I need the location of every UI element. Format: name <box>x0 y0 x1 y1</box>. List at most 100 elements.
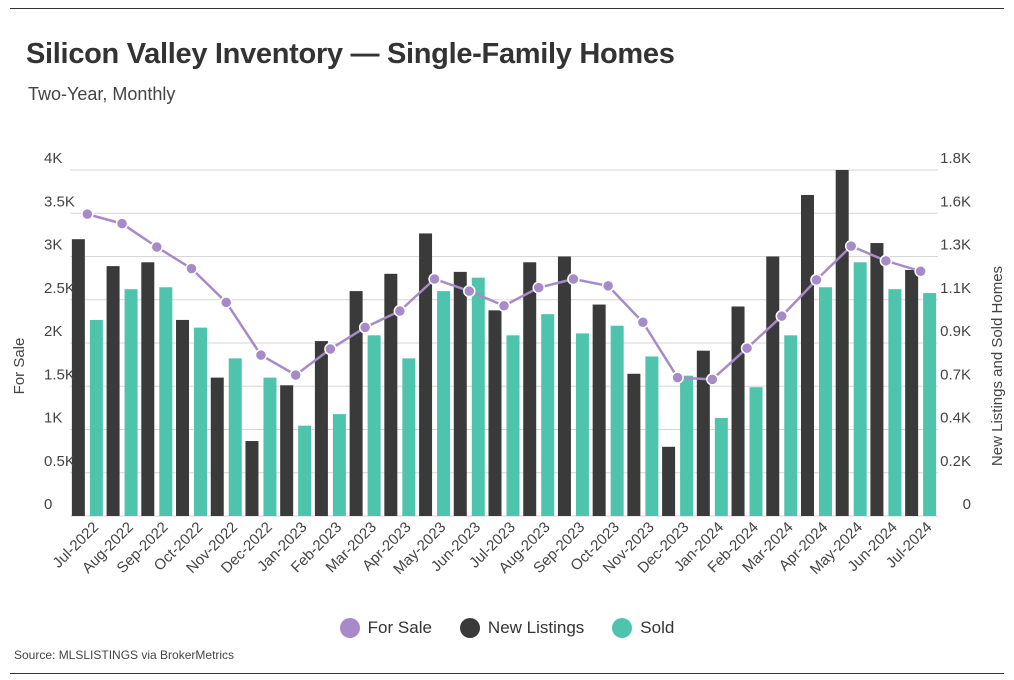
legend-label-sold: Sold <box>640 618 675 637</box>
bar-sold <box>853 262 867 516</box>
point-for-sale <box>150 240 164 254</box>
y-tick-label: 0.5K <box>44 453 75 470</box>
point-for-sale <box>324 342 337 356</box>
bar-new-listings <box>349 291 363 516</box>
bar-new-listings <box>870 243 884 517</box>
point-for-sale <box>81 207 94 221</box>
point-for-sale <box>532 281 545 294</box>
bar-new-listings <box>696 350 710 516</box>
bar-new-listings <box>419 233 433 516</box>
point-for-sale <box>740 341 754 355</box>
bar-new-listings <box>106 266 120 516</box>
point-for-sale <box>428 272 441 286</box>
y2-tick-label: 1.6K <box>940 193 971 210</box>
y-tick-label: 0 <box>44 496 52 513</box>
point-for-sale <box>706 373 719 386</box>
bar-new-listings <box>627 373 641 516</box>
bar-sold <box>89 319 103 516</box>
line-series <box>81 207 927 386</box>
y-tick-label: 3K <box>44 237 62 254</box>
legend-swatch-for-sale <box>339 618 360 638</box>
bar-sold <box>645 356 659 516</box>
bar-sold <box>888 289 902 516</box>
bar-new-listings <box>384 273 398 516</box>
bar-sold <box>680 375 694 516</box>
point-for-sale <box>636 315 650 329</box>
bar-sold <box>749 387 763 516</box>
bar-sold <box>818 287 832 516</box>
point-for-sale <box>497 299 511 313</box>
bar-sold <box>784 335 798 516</box>
y2-tick-label: 0.2K <box>940 453 971 470</box>
y2-tick-label: 1.1K <box>940 280 971 297</box>
bar-series <box>71 170 937 517</box>
source-note: Source: MLSLISTINGS via BrokerMetrics <box>14 648 235 662</box>
point-for-sale <box>567 272 580 286</box>
bar-sold <box>923 293 937 516</box>
point-for-sale <box>185 262 198 275</box>
bar-new-listings <box>210 377 224 516</box>
point-for-sale <box>914 264 927 278</box>
point-for-sale <box>775 309 789 323</box>
bar-new-listings <box>245 441 259 516</box>
point-for-sale <box>601 279 615 293</box>
legend: For Sale New Listings Sold <box>0 618 1014 638</box>
bar-sold <box>714 417 728 516</box>
point-for-sale <box>358 321 372 334</box>
y2-tick-label: 0.4K <box>940 410 971 427</box>
y-tick-label: 1K <box>44 410 62 427</box>
legend-item-for-sale: For Sale <box>339 618 432 638</box>
bar-sold <box>437 291 451 516</box>
bar-sold <box>506 335 520 516</box>
y2-tick-label: 0.9K <box>940 323 971 340</box>
bar-new-listings <box>800 194 814 516</box>
bar-new-listings <box>523 262 537 516</box>
bar-new-listings <box>280 385 294 516</box>
bar-sold <box>471 277 485 516</box>
bar-sold <box>298 425 312 516</box>
bar-new-listings <box>835 170 849 516</box>
bottom-rule <box>10 673 1004 674</box>
chart-subtitle: Two-Year, Monthly <box>28 84 176 104</box>
bar-sold <box>263 377 277 516</box>
y-axis-title: For Sale <box>11 338 28 395</box>
bar-new-listings <box>905 269 919 516</box>
chart-title: Silicon Valley Inventory — Single-Family… <box>26 38 675 70</box>
point-for-sale <box>844 239 858 253</box>
point-for-sale <box>115 217 129 230</box>
legend-swatch-new-listings <box>459 618 480 638</box>
bar-sold <box>194 327 208 516</box>
bar-new-listings <box>176 319 190 516</box>
bar-new-listings <box>453 271 467 516</box>
point-for-sale <box>254 348 268 362</box>
bar-sold <box>228 358 242 516</box>
bar-new-listings <box>557 256 571 516</box>
y-tick-label: 1.5K <box>44 366 75 383</box>
top-rule <box>10 8 1004 9</box>
y2-tick-label: 1.8K <box>940 150 971 167</box>
y-tick-label: 2.5K <box>44 280 75 297</box>
bar-sold <box>541 314 555 516</box>
bar-new-listings <box>314 341 328 516</box>
bar-sold <box>124 289 138 516</box>
bar-sold <box>332 414 346 516</box>
y-tick-label: 3.5K <box>44 193 75 210</box>
bar-new-listings <box>71 239 85 516</box>
legend-item-sold: Sold <box>612 618 674 638</box>
y-tick-label: 4K <box>44 150 62 167</box>
legend-item-new-listings: New Listings <box>459 618 584 638</box>
y2-tick-label: 0.7K <box>940 366 971 383</box>
legend-label-for-sale: For Sale <box>367 618 432 637</box>
bar-new-listings <box>731 306 745 516</box>
legend-swatch-sold <box>612 618 633 638</box>
y-tick-label: 2K <box>44 323 62 340</box>
bar-new-listings <box>488 310 502 516</box>
bar-sold <box>402 358 416 516</box>
bar-new-listings <box>662 446 676 516</box>
bar-new-listings <box>141 262 155 516</box>
point-for-sale <box>671 371 684 384</box>
bar-sold <box>575 333 589 516</box>
bar-sold <box>610 325 624 516</box>
point-for-sale <box>289 368 302 382</box>
